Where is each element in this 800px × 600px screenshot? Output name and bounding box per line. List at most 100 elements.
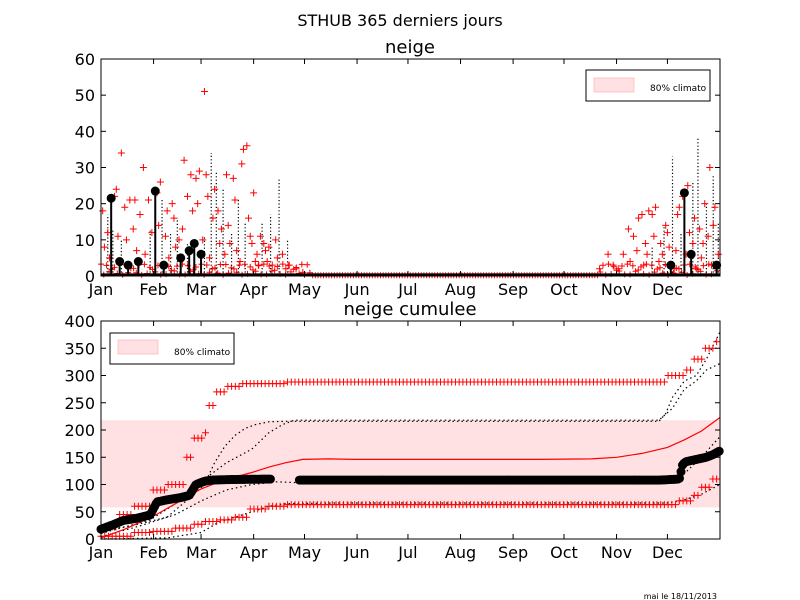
- snow-daily-ytick-label: 10: [75, 231, 95, 250]
- snow-daily-ensemble-marker: [104, 229, 112, 237]
- snow-daily-ensemble-marker: [192, 174, 200, 182]
- snow-daily-ensemble-marker: [278, 250, 286, 258]
- snow-daily-observed: [106, 186, 722, 276]
- snow-daily-xtick-label: Jul: [397, 280, 417, 299]
- snow-daily-low-marker: [209, 265, 216, 272]
- snow-daily-low-marker: [249, 266, 256, 273]
- snow-daily-ensemble-marker: [691, 214, 699, 222]
- snow-cumul-ensemble-max-marker: [201, 429, 209, 437]
- snow-daily-ensemble-marker: [640, 261, 648, 269]
- snow-daily-ensemble-marker: [99, 207, 107, 215]
- snow-daily-ensemble-marker: [236, 258, 244, 266]
- snow-cumul-xtick-label: Jan: [88, 543, 114, 562]
- snow-daily-low-marker: [605, 261, 612, 268]
- snow-daily-xtick-label: Jun: [344, 280, 370, 299]
- snow-daily-ensemble-marker: [204, 192, 212, 200]
- snow-daily-low-marker: [271, 267, 278, 274]
- snow-daily-observed-point: [196, 249, 206, 259]
- snow-cumul-xtick-label: Mar: [186, 543, 217, 562]
- snow-daily-ensemble-marker: [658, 250, 666, 258]
- snow-daily-ensemble-marker: [144, 196, 152, 204]
- snow-daily-ensemble-marker: [685, 229, 693, 237]
- snow-daily-low-marker: [141, 261, 148, 268]
- snow-daily-ensemble-marker: [148, 229, 156, 237]
- snow-daily-ensemble-marker: [696, 225, 704, 233]
- snow-cumul-plot-area: [96, 331, 724, 540]
- snow-daily-xtick-label: Dec: [652, 280, 683, 299]
- snow-daily-ensemble-marker: [172, 243, 180, 251]
- snow-daily-low-marker: [654, 265, 661, 272]
- snow-daily-low-marker: [643, 261, 650, 268]
- snow-daily-low-marker: [304, 261, 311, 268]
- snow-daily-xtick-label: Aug: [445, 280, 476, 299]
- snow-daily-ensemble-marker: [165, 254, 173, 262]
- snow-daily-ytick-label: 20: [75, 195, 95, 214]
- snow-daily-ensemble-marker: [187, 171, 195, 179]
- snow-cumul-xtick-label: Jul: [397, 543, 417, 562]
- snow-daily-ensemble-marker: [226, 239, 234, 247]
- snow-cumul-ensemble-min-marker: [228, 516, 236, 524]
- snow-daily-ensemble-marker: [619, 250, 627, 258]
- snow-cumul-ensemble-max-marker: [235, 382, 243, 390]
- snow-daily-observed-point: [686, 249, 696, 259]
- snow-daily-observed-point: [159, 260, 169, 270]
- snow-daily-legend: 80% climato: [585, 69, 711, 102]
- snow-daily-ensemble-marker: [672, 247, 680, 255]
- snow-cumul-ytick-label: 350: [64, 339, 95, 358]
- snow-daily-ensemble-marker: [180, 156, 188, 164]
- snow-daily-low-marker: [236, 262, 243, 269]
- snow-daily-low-marker: [168, 267, 175, 274]
- snow-daily-ensemble-marker: [675, 203, 683, 211]
- snow-daily-ensemble-marker: [260, 239, 268, 247]
- snow-daily-ensemble-marker: [178, 225, 186, 233]
- snow-daily-ensemble-marker: [194, 200, 202, 208]
- snow-daily-ensemble-marker: [229, 174, 237, 182]
- snow-daily-ensemble-marker: [285, 261, 293, 269]
- snow-cumul-ensemble-min-markers: [97, 475, 721, 540]
- snow-daily-ensemble-marker: [200, 88, 208, 96]
- snow-daily-ensemble-marker: [624, 225, 632, 233]
- snow-daily-ensemble-marker: [630, 232, 638, 240]
- snow-daily-ensemble-marker: [604, 250, 612, 258]
- snow-daily-ensemble-marker: [697, 254, 705, 262]
- snow-daily-ensemble-marker: [214, 207, 222, 215]
- footer-date: mai le 18/11/2013: [644, 592, 717, 600]
- snow-daily-xtick-label: Apr: [240, 280, 268, 299]
- snow-daily-ensemble-marker: [706, 164, 714, 171]
- snow-daily-ensemble-marker: [112, 185, 120, 193]
- snow-cumul-legend-swatch: [117, 339, 159, 355]
- snow-daily-low-marker: [700, 262, 707, 269]
- snow-daily-xtick-label: Feb: [139, 280, 167, 299]
- snow-daily-observed-point: [712, 260, 722, 270]
- snow-cumul-legend: 80% climato: [109, 332, 235, 365]
- snow-daily-panel: neige 0 10 20 30 40 50 60 Jan Feb Mar Apr May Jun Jul…: [75, 37, 722, 299]
- snow-daily-ensemble-marker: [263, 258, 271, 266]
- snow-daily-ensemble-marker: [692, 265, 700, 273]
- snow-cumul-ensemble-min-marker: [168, 527, 176, 535]
- snow-daily-ensemble-marker: [211, 185, 219, 193]
- snow-daily-ensemble-marker: [663, 229, 671, 237]
- snow-daily-ensemble-marker: [183, 192, 191, 200]
- snow-cumul-ensemble-max-marker: [220, 388, 228, 396]
- snow-daily-ensemble-marker: [156, 178, 164, 186]
- snow-cumul-title: neige cumulee: [343, 299, 476, 320]
- snow-daily-ensemble-marker: [648, 211, 656, 219]
- snow-daily-ensemble-marker: [652, 203, 660, 211]
- snow-cumul-observed-point: [714, 446, 724, 456]
- snow-daily-ensemble-marker: [202, 171, 210, 179]
- snow-daily-axes: 0 10 20 30 40 50 60 Jan Feb Mar Apr May Jun Jul Aug Sep…: [75, 50, 721, 299]
- snow-cumul-ytick-label: 50: [75, 503, 95, 522]
- snow-cumul-xtick-label: Apr: [240, 543, 268, 562]
- snow-daily-ytick-label: 60: [75, 50, 95, 69]
- snow-daily-low-marker: [635, 266, 642, 273]
- snow-daily-low-marker: [171, 267, 178, 274]
- snow-cumul-ensemble-min-marker: [672, 501, 680, 509]
- snow-daily-ensemble-marker: [246, 232, 254, 240]
- snow-daily-ensemble-marker: [114, 232, 122, 240]
- snow-daily-ensemble-marker: [635, 214, 643, 222]
- snow-daily-ytick-label: 40: [75, 122, 95, 141]
- snow-cumul-ensemble-max-markers: [97, 338, 721, 531]
- snow-daily-low-marker: [705, 261, 712, 268]
- snow-daily-ensemble-marker: [292, 265, 300, 273]
